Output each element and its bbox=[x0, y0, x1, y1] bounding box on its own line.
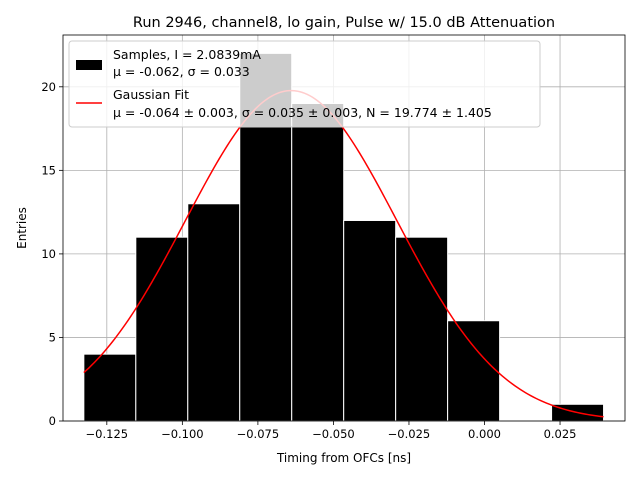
x-tick-label: −0.075 bbox=[237, 427, 280, 441]
y-tick-label: 20 bbox=[41, 80, 56, 94]
x-tick-label: 0.025 bbox=[544, 427, 577, 441]
x-tick-label: 0.000 bbox=[468, 427, 501, 441]
legend: Samples, I = 2.0839mA μ = -0.062, σ = 0.… bbox=[68, 40, 541, 128]
histogram-bar bbox=[395, 236, 449, 422]
legend-samples-label: Samples, I = 2.0839mA bbox=[113, 47, 261, 62]
legend-fit-stats: μ = -0.064 ± 0.003, σ = 0.035 ± 0.003, N… bbox=[113, 105, 492, 120]
legend-samples-swatch bbox=[76, 60, 102, 70]
y-axis-ticks: 0 5 10 15 20 bbox=[41, 80, 63, 428]
legend-samples-stats: μ = -0.062, σ = 0.033 bbox=[113, 64, 250, 79]
legend-box bbox=[68, 40, 541, 128]
gaussian-fit-line bbox=[83, 89, 604, 418]
histogram-bar bbox=[343, 219, 397, 422]
x-axis-label: Timing from OFCs [ns] bbox=[276, 451, 411, 465]
y-tick-label: 5 bbox=[49, 330, 56, 344]
y-axis-label: Entries bbox=[15, 207, 29, 249]
histogram-bar bbox=[291, 103, 345, 422]
legend-fit-label: Gaussian Fit bbox=[113, 87, 189, 102]
x-tick-label: −0.025 bbox=[388, 427, 431, 441]
x-axis-ticks: −0.125 −0.100 −0.075 −0.050 −0.025 0.000 0.025 bbox=[86, 421, 577, 441]
plot-frame bbox=[62, 34, 626, 422]
x-tick-label: −0.050 bbox=[312, 427, 355, 441]
histogram-bar bbox=[447, 320, 501, 422]
chart-title: Run 2946, channel8, lo gain, Pulse w/ 15… bbox=[133, 15, 555, 31]
histogram-bar bbox=[187, 203, 241, 422]
y-tick-label: 10 bbox=[41, 247, 56, 261]
y-tick-label: 0 bbox=[49, 414, 56, 428]
x-tick-label: −0.125 bbox=[86, 427, 129, 441]
y-tick-label: 15 bbox=[41, 163, 56, 177]
x-tick-label: −0.100 bbox=[161, 427, 204, 441]
